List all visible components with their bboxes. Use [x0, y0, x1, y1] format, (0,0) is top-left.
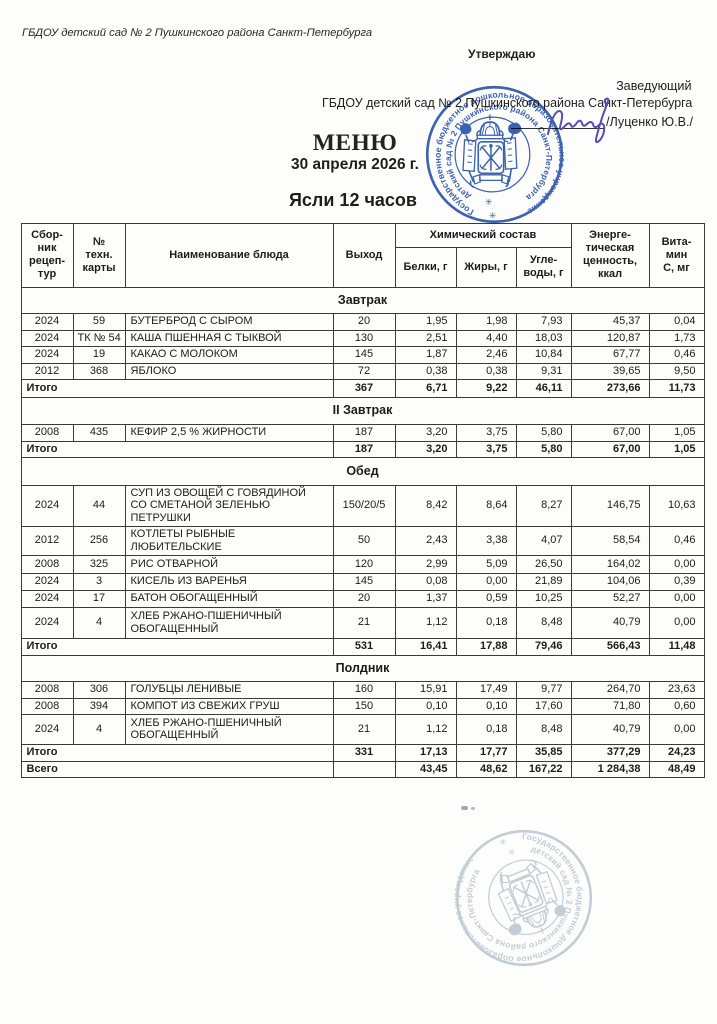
svg-text:✳: ✳: [505, 845, 516, 857]
svg-text:✳: ✳: [484, 197, 492, 207]
svg-text:✳: ✳: [497, 835, 508, 847]
svg-text:✳: ✳: [488, 210, 496, 220]
